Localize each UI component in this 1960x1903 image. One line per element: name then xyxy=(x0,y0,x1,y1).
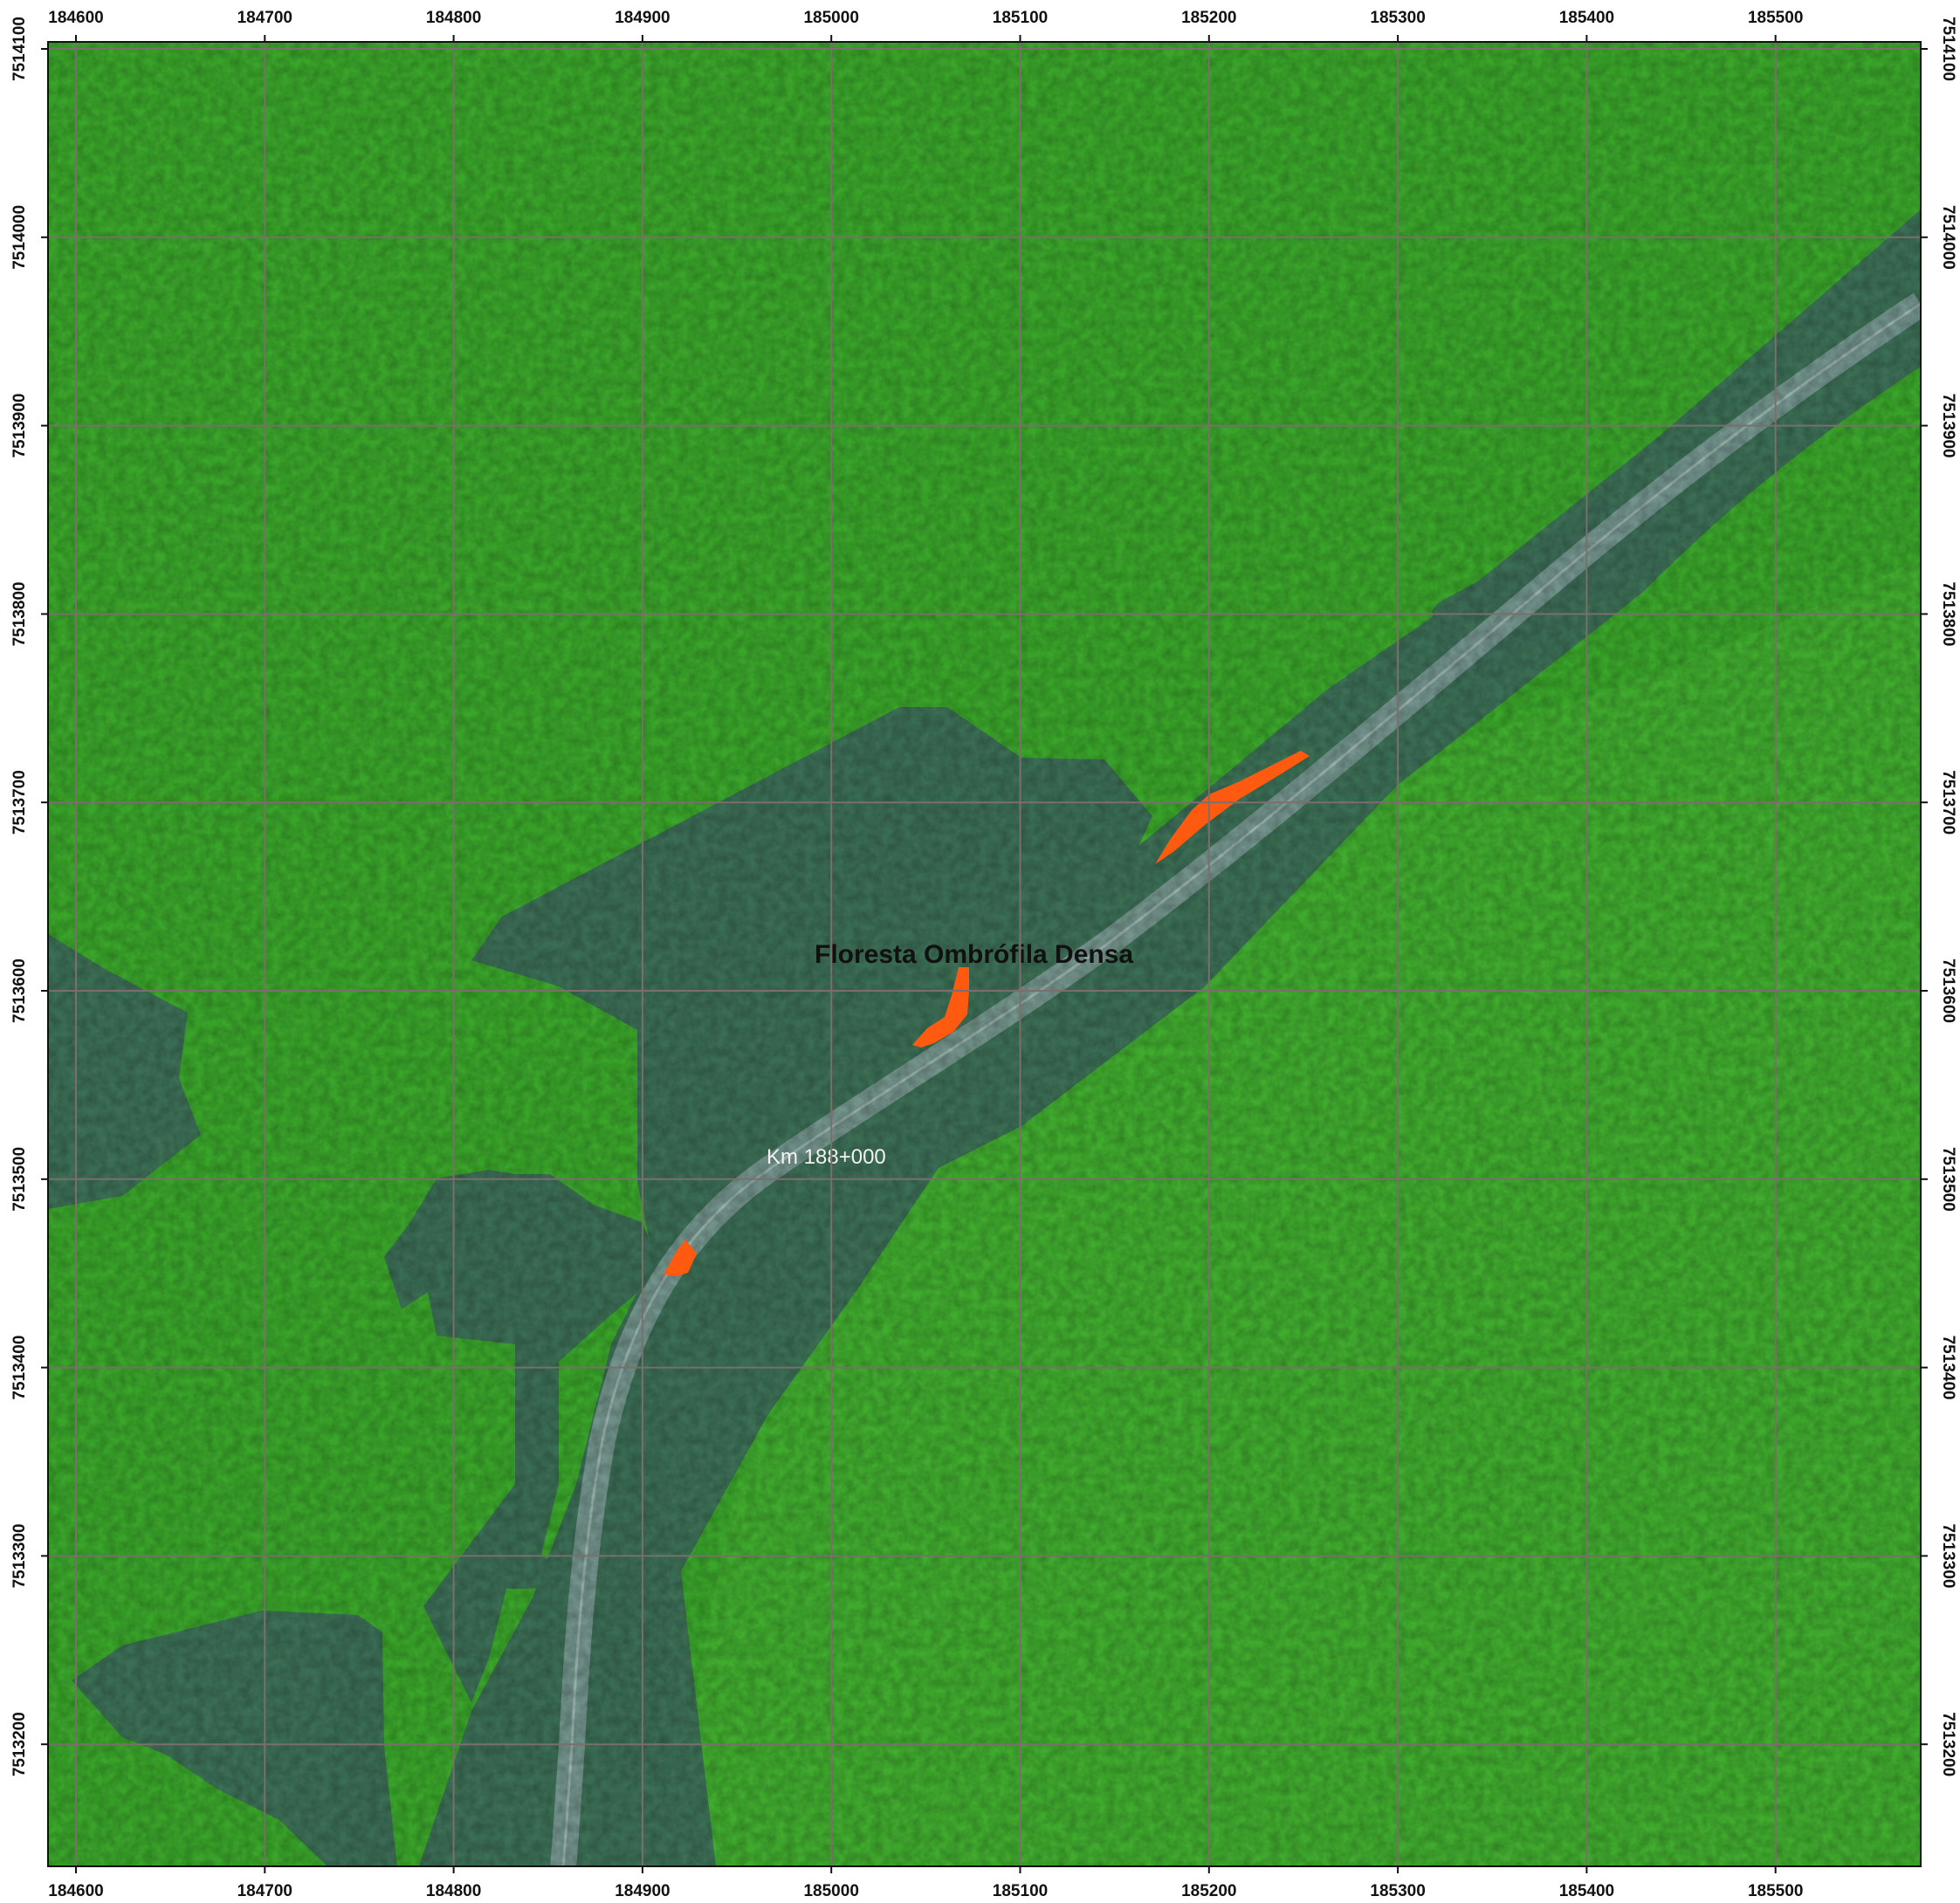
y-tick-label-left: 7513900 xyxy=(10,394,29,458)
x-tick-label-top: 184600 xyxy=(48,9,103,27)
x-tick-label-top: 185400 xyxy=(1559,9,1614,27)
y-tick-label-right: 7513600 xyxy=(1939,958,1957,1023)
y-tick-label-left: 7513500 xyxy=(10,1147,29,1212)
highlighted-areas[interactable] xyxy=(664,751,1310,1276)
x-tick-label-bottom: 185100 xyxy=(993,1882,1048,1900)
y-tick-label-left: 7513400 xyxy=(10,1336,29,1400)
y-tick-label-right: 7513500 xyxy=(1939,1147,1957,1212)
x-tick-label-bottom: 185300 xyxy=(1370,1882,1425,1900)
y-tick-label-right: 7514100 xyxy=(1939,17,1957,81)
y-tick-label-right: 7513700 xyxy=(1939,770,1957,835)
vegetation-class-label: Floresta Ombrófila Densa xyxy=(815,940,1133,969)
y-tick-label-left: 7513700 xyxy=(10,770,29,835)
highlight-area-1[interactable] xyxy=(1155,751,1310,864)
x-tick-label-top: 184800 xyxy=(426,9,481,27)
x-tick-label-top: 185200 xyxy=(1181,9,1236,27)
y-tick-label-right: 7513400 xyxy=(1939,1336,1957,1400)
y-tick-label-right: 7513300 xyxy=(1939,1523,1957,1588)
x-tick-label-bottom: 184700 xyxy=(237,1882,292,1900)
x-tick-label-top: 185100 xyxy=(993,9,1048,27)
x-tick-label-top: 185500 xyxy=(1748,9,1803,27)
x-tick-label-bottom: 184900 xyxy=(615,1882,670,1900)
x-tick-label-bottom: 185000 xyxy=(803,1882,858,1900)
canopy-texture xyxy=(48,42,1921,1866)
map-border xyxy=(47,41,1922,1867)
map-body[interactable]: Floresta Ombrófila Densa Km 188+000 xyxy=(48,42,1921,1866)
coordinate-ticks: 184600 184600 184700 184700 184800 184800 1849… xyxy=(10,9,1957,1900)
y-tick-label-left: 7513600 xyxy=(10,958,29,1023)
y-tick-label-left: 7513300 xyxy=(10,1523,29,1588)
x-tick-label-bottom: 184600 xyxy=(48,1882,103,1900)
x-tick-label-bottom: 185400 xyxy=(1559,1882,1614,1900)
y-tick-label-left: 7513200 xyxy=(10,1712,29,1776)
x-tick-label-top: 184900 xyxy=(615,9,670,27)
highlight-area-2[interactable] xyxy=(912,967,969,1048)
y-tick-label-right: 7513800 xyxy=(1939,581,1957,646)
coordinate-grid xyxy=(48,42,1921,1866)
x-tick-label-bottom: 185500 xyxy=(1748,1882,1803,1900)
x-tick-label-top: 185000 xyxy=(803,9,858,27)
y-tick-label-right: 7514000 xyxy=(1939,205,1957,270)
y-tick-label-left: 7514100 xyxy=(10,17,29,81)
x-tick-label-bottom: 184800 xyxy=(426,1882,481,1900)
y-tick-label-right: 7513200 xyxy=(1939,1712,1957,1776)
y-tick-label-left: 7513800 xyxy=(10,581,29,646)
x-tick-label-top: 185300 xyxy=(1370,9,1425,27)
highlight-area-3[interactable] xyxy=(664,1240,697,1276)
y-tick-label-right: 7513900 xyxy=(1939,394,1957,458)
y-tick-label-left: 7514000 xyxy=(10,205,29,270)
x-tick-label-bottom: 185200 xyxy=(1181,1882,1236,1900)
x-tick-label-top: 184700 xyxy=(237,9,292,27)
road-marker-label: Km 188+000 xyxy=(767,1145,886,1169)
